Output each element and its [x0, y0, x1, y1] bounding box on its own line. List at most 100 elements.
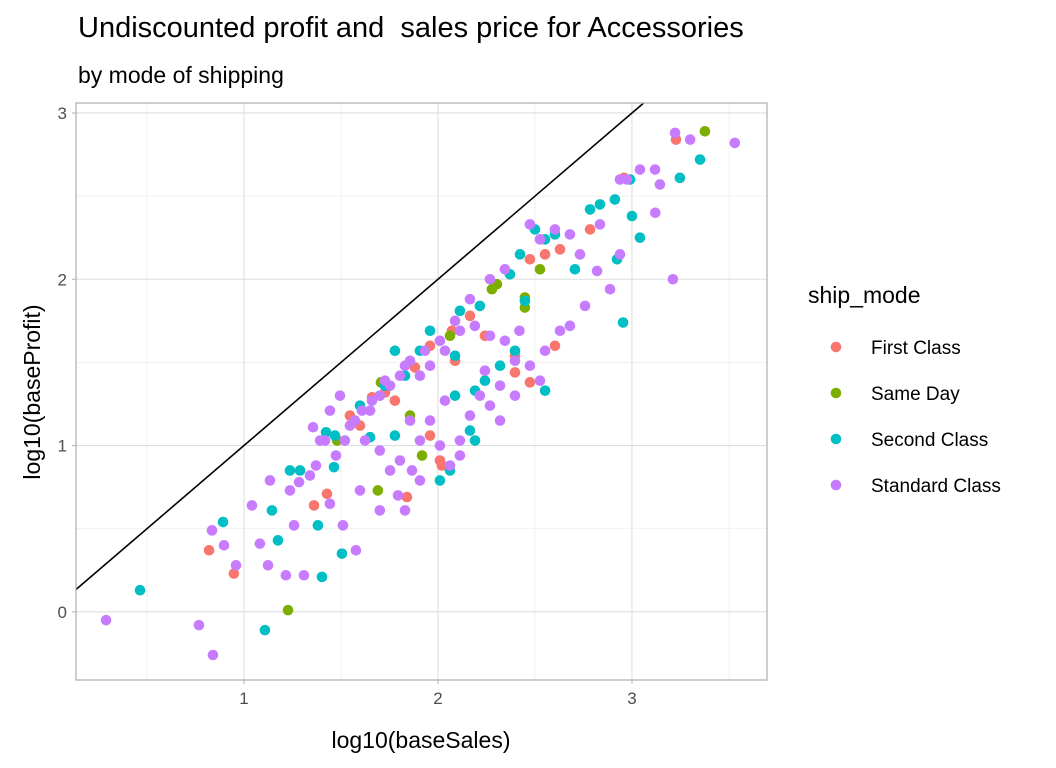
point-standard-class [246, 500, 258, 511]
point-standard-class [534, 234, 546, 245]
point-standard-class [591, 265, 603, 277]
point-standard-class [494, 415, 506, 426]
point-second-class [434, 475, 446, 486]
point-standard-class [534, 375, 546, 386]
point-standard-class [392, 490, 404, 501]
legend-label-same-day: Same Day [871, 384, 960, 405]
point-standard-class [207, 649, 219, 661]
point-standard-class [366, 395, 378, 406]
point-standard-class [280, 569, 292, 581]
data-points [100, 125, 741, 661]
point-same-day [444, 330, 456, 342]
point-second-class [626, 210, 638, 222]
point-standard-class [667, 273, 679, 285]
point-second-class [328, 461, 340, 473]
point-second-class [617, 317, 629, 328]
point-standard-class [574, 249, 586, 260]
point-first-class [524, 254, 536, 265]
point-second-class [266, 505, 278, 516]
point-second-class [494, 360, 506, 372]
y-tick-label: 0 [58, 603, 67, 622]
point-standard-class [404, 415, 416, 426]
point-standard-class [307, 421, 319, 433]
legend: First Class Same Day Second Class Standard … [830, 338, 1001, 497]
point-standard-class [264, 475, 276, 486]
point-first-class [584, 224, 596, 235]
point-second-class [134, 584, 146, 596]
point-standard-class [494, 380, 506, 391]
point-first-class [539, 249, 551, 260]
point-second-class [514, 249, 526, 260]
point-standard-class [484, 400, 496, 411]
point-standard-class [324, 405, 336, 416]
point-standard-class [554, 325, 566, 337]
panel-border [75, 102, 768, 681]
point-second-class [519, 295, 531, 307]
point-second-class [336, 548, 348, 559]
point-standard-class [449, 315, 461, 327]
point-standard-class [454, 325, 466, 337]
point-standard-class [359, 435, 371, 446]
point-second-class [449, 390, 461, 401]
point-same-day [534, 263, 546, 275]
point-second-class [320, 426, 332, 438]
point-standard-class [288, 520, 300, 531]
point-second-class [694, 154, 706, 165]
point-standard-class [334, 390, 346, 401]
point-second-class [464, 425, 476, 436]
point-standard-class [444, 460, 456, 471]
point-standard-class [454, 450, 466, 461]
plot-panel [76, 103, 767, 680]
point-standard-class [454, 435, 466, 446]
point-same-day [372, 485, 384, 496]
point-second-class [449, 350, 461, 362]
point-second-class [609, 194, 621, 205]
point-second-class [539, 385, 551, 396]
point-standard-class [379, 375, 391, 386]
point-standard-class [594, 219, 606, 230]
point-second-class [259, 624, 271, 636]
point-first-class [389, 395, 401, 406]
point-standard-class [579, 300, 591, 312]
point-second-class [389, 430, 401, 441]
point-standard-class [230, 559, 242, 571]
legend-label-first-class: First Class [871, 338, 961, 359]
x-tick-label: 1 [239, 689, 248, 708]
point-first-class [228, 568, 240, 579]
point-standard-class [349, 415, 361, 426]
axis-ticks: 1 2 3 0 1 2 3 [58, 104, 637, 708]
point-standard-class [406, 465, 418, 476]
point-standard-class [284, 485, 296, 496]
legend-key-same-day [830, 387, 842, 399]
point-standard-class [206, 525, 218, 536]
point-standard-class [649, 207, 661, 219]
point-standard-class [469, 320, 481, 332]
point-standard-class [499, 263, 511, 275]
point-second-class [674, 172, 686, 184]
point-standard-class [434, 335, 446, 347]
point-standard-class [304, 470, 316, 481]
point-standard-class [464, 410, 476, 421]
point-standard-class [350, 544, 362, 556]
y-tick-label: 2 [58, 270, 67, 289]
point-second-class [594, 199, 606, 210]
point-second-class [294, 465, 306, 476]
point-standard-class [414, 435, 426, 446]
point-standard-class [374, 505, 386, 516]
x-tick-label: 3 [627, 689, 636, 708]
gridlines [76, 103, 767, 680]
point-standard-class [539, 345, 551, 357]
point-standard-class [614, 249, 626, 260]
point-standard-class [399, 360, 411, 372]
point-second-class [329, 430, 341, 441]
point-standard-class [669, 127, 681, 139]
point-second-class [217, 516, 229, 528]
point-standard-class [499, 335, 511, 347]
x-axis-label: log10(baseSales) [331, 727, 510, 753]
point-standard-class [414, 475, 426, 486]
point-second-class [272, 535, 284, 546]
point-second-class [584, 204, 596, 215]
chart-subtitle: by mode of shipping [78, 62, 284, 88]
y-axis-label: log10(baseProfit) [19, 304, 45, 479]
